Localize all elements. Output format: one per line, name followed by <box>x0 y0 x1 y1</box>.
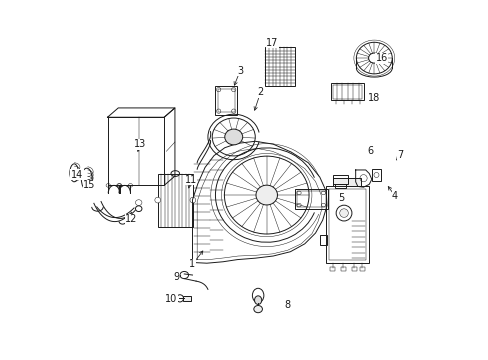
Bar <box>359 267 364 271</box>
Bar <box>351 267 356 271</box>
Ellipse shape <box>339 209 347 217</box>
Bar <box>371 169 380 181</box>
Bar <box>328 189 365 260</box>
Ellipse shape <box>224 129 242 145</box>
Text: 14: 14 <box>71 170 83 180</box>
Text: 7: 7 <box>397 150 403 160</box>
Bar <box>329 267 335 271</box>
Ellipse shape <box>180 271 188 279</box>
Bar <box>215 86 237 115</box>
Text: 6: 6 <box>366 146 372 156</box>
Ellipse shape <box>155 197 160 203</box>
Text: 10: 10 <box>164 294 177 304</box>
Bar <box>217 89 234 112</box>
Ellipse shape <box>190 197 195 203</box>
Text: 12: 12 <box>125 215 138 224</box>
Ellipse shape <box>254 296 261 305</box>
Text: 15: 15 <box>83 180 96 190</box>
Bar <box>158 174 192 226</box>
Ellipse shape <box>253 306 262 313</box>
Bar <box>333 175 347 184</box>
Bar <box>330 83 364 100</box>
Bar <box>183 296 190 301</box>
Bar <box>340 267 346 271</box>
Text: 2: 2 <box>257 87 263 97</box>
Text: 8: 8 <box>284 300 290 310</box>
Bar <box>325 186 368 263</box>
Bar <box>319 234 326 245</box>
Bar <box>332 85 362 99</box>
Text: 11: 11 <box>184 175 197 185</box>
Bar <box>265 47 294 86</box>
Bar <box>333 178 361 186</box>
Ellipse shape <box>255 185 277 205</box>
Text: 4: 4 <box>391 191 397 201</box>
Text: 18: 18 <box>367 93 380 103</box>
Bar <box>107 117 164 185</box>
Text: 9: 9 <box>173 272 179 282</box>
Bar <box>294 189 327 210</box>
Text: 17: 17 <box>266 38 278 48</box>
Text: 13: 13 <box>133 139 145 149</box>
Bar <box>296 191 325 207</box>
Text: 1: 1 <box>189 259 195 269</box>
Bar <box>334 184 346 188</box>
Text: 5: 5 <box>338 193 344 203</box>
Text: 3: 3 <box>237 66 243 76</box>
Text: 16: 16 <box>375 53 387 63</box>
